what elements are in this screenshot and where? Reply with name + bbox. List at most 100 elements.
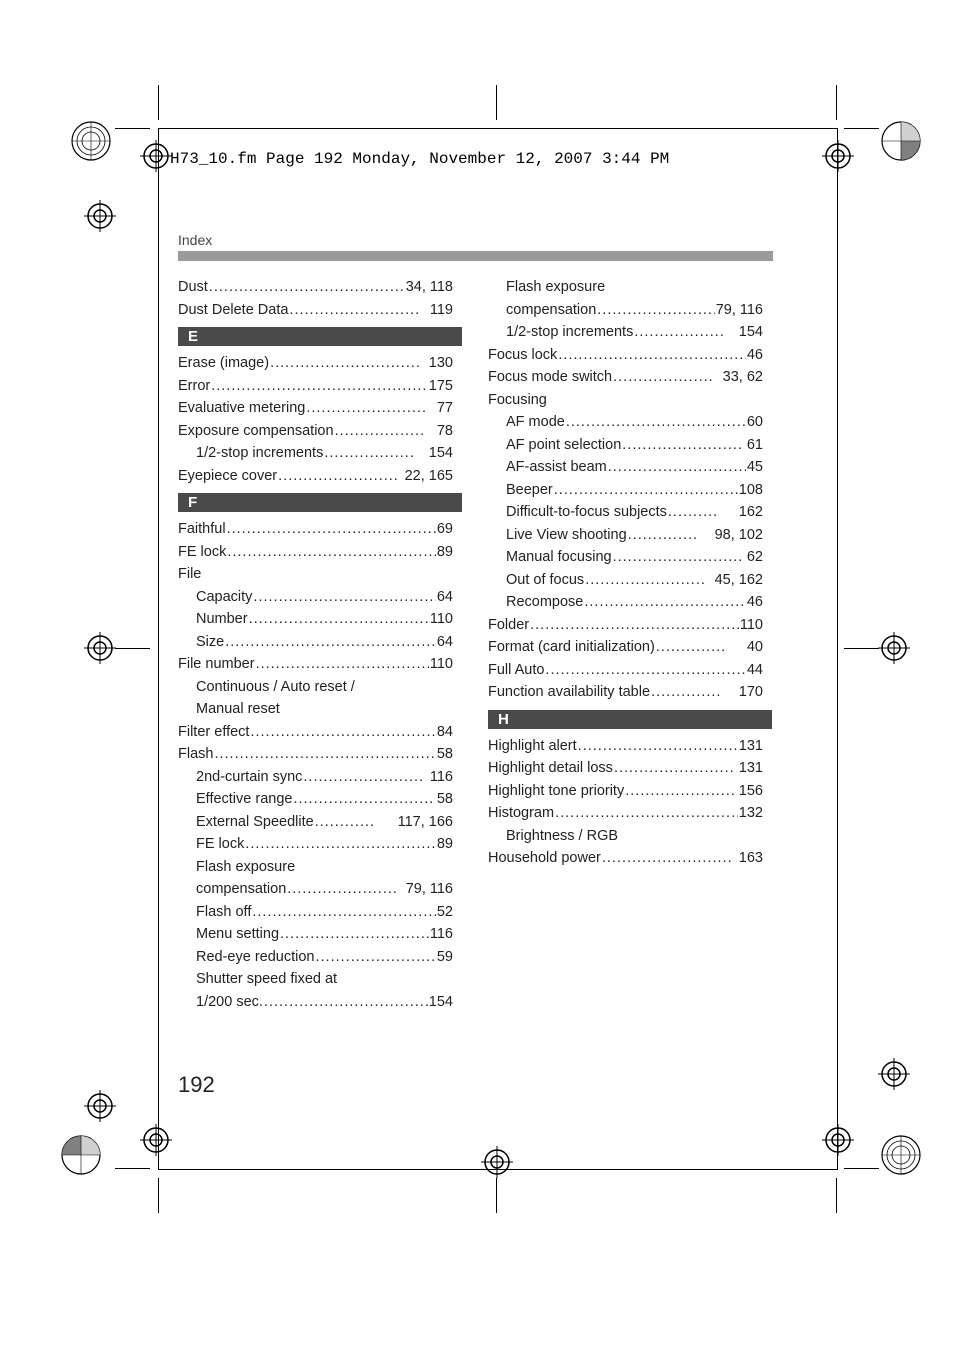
index-entry: File (178, 567, 453, 582)
entry-label: Recompose (506, 595, 583, 610)
entry-label: Flash exposure (196, 859, 295, 875)
crop-mark (836, 85, 837, 120)
entry-label: 2nd-curtain sync (196, 770, 302, 785)
registration-mark-icon (878, 1058, 910, 1090)
crop-mark (115, 128, 150, 129)
entry-label: Histogram (488, 806, 554, 821)
entry-pages: 162 (739, 505, 763, 520)
dot-leader: ........................................ (209, 280, 405, 295)
entry-label: Shutter speed fixed at (196, 971, 337, 987)
entry-label: Format (card initialization) (488, 640, 655, 655)
entry-pages: 116 (430, 770, 453, 785)
entry-label: Focus lock (488, 348, 557, 363)
right-column: Flash exposure compensation.............… (488, 280, 763, 1017)
dot-leader: .......................... (613, 550, 746, 565)
left-column: Dust....................................… (178, 280, 453, 1017)
entry-pages: 60 (747, 415, 763, 430)
entry-pages: 110 (740, 618, 763, 633)
dot-leader: ...................... (625, 784, 738, 799)
index-entry: 1/200 sec...............................… (178, 995, 453, 1010)
index-entry: Erase (image)...........................… (178, 356, 453, 371)
index-entry: Faithful................................… (178, 522, 453, 537)
dot-leader: ........................................… (211, 379, 428, 394)
entry-pages: 131 (739, 761, 763, 776)
entry-pages: 132 (739, 806, 763, 821)
crop-mark (115, 648, 150, 649)
entry-pages: 64 (437, 590, 453, 605)
dot-leader: ........................................ (558, 348, 746, 363)
crop-mark (836, 1178, 837, 1213)
entry-pages: 22, 165 (405, 469, 453, 484)
dot-leader: ........................................… (214, 747, 435, 762)
entry-pages: 59 (437, 950, 453, 965)
entry-pages: 98, 102 (715, 528, 763, 543)
entry-label: Live View shooting (506, 528, 627, 543)
entry-pages: 89 (437, 545, 453, 560)
index-entry: 2nd-curtain sync........................… (178, 770, 453, 785)
index-entry: Out of focus........................45, … (488, 573, 763, 588)
dot-leader: ........................................… (227, 522, 436, 537)
entry-pages: 79, 116 (406, 882, 453, 897)
entry-label: Household power (488, 851, 601, 866)
header-divider (178, 251, 773, 261)
index-entry: 1/2-stop increments..................154 (488, 325, 763, 340)
entry-pages: 40 (747, 640, 763, 655)
entry-pages: 52 (437, 905, 453, 920)
dot-leader: ........................ (278, 469, 403, 484)
entry-label: Dust (178, 280, 208, 295)
index-entry: File number.............................… (178, 657, 453, 672)
dot-leader: ........................ (614, 761, 738, 776)
index-entry: compensation..........................79… (488, 303, 763, 318)
entry-label: Flash off (196, 905, 251, 920)
index-entry: Flash exposure (178, 860, 453, 875)
index-entry: Household power.........................… (488, 851, 763, 866)
entry-pages: 117, 166 (398, 815, 453, 830)
entry-label: 1/2-stop increments (196, 446, 323, 461)
index-entry: Continuous / Auto reset / (178, 680, 453, 695)
crop-mark (496, 1178, 497, 1213)
entry-pages: 33, 62 (723, 370, 763, 385)
dot-leader: ................................ (578, 739, 738, 754)
crop-mark (158, 85, 159, 120)
index-entry: Menu setting............................… (178, 927, 453, 942)
index-entry: Number..................................… (178, 612, 453, 627)
index-entry: Focusing (488, 393, 763, 408)
letter-heading-h: H (488, 710, 772, 729)
entry-label: Erase (image) (178, 356, 269, 371)
index-entry: Format (card initialization)............… (488, 640, 763, 655)
entry-pages: 64 (437, 635, 453, 650)
dot-leader: ............................ (608, 460, 746, 475)
dot-leader: ...................................... (253, 590, 435, 605)
dot-leader: .................................... (566, 415, 746, 430)
entry-pages: 45, 162 (715, 573, 763, 588)
entry-pages: 175 (429, 379, 453, 394)
dot-leader: .................................. (264, 995, 428, 1010)
index-entry: Filter effect...........................… (178, 725, 453, 740)
dot-leader: ........................ (316, 950, 436, 965)
entry-label: Error (178, 379, 210, 394)
dot-leader: ............ (315, 815, 397, 830)
dot-leader: ...................... (287, 882, 404, 897)
entry-pages: 61 (747, 438, 763, 453)
entry-pages: 170 (739, 685, 763, 700)
dot-leader: ........................................ (245, 837, 436, 852)
index-columns: Dust....................................… (178, 280, 773, 1017)
index-entry: Effective range.........................… (178, 792, 453, 807)
entry-pages: 163 (739, 851, 763, 866)
entry-label: Highlight tone priority (488, 784, 624, 799)
entry-pages: 154 (739, 325, 763, 340)
entry-label: Folder (488, 618, 529, 633)
crop-mark (115, 1168, 150, 1169)
entry-label: AF mode (506, 415, 565, 430)
index-entry: Exposure compensation..................7… (178, 424, 453, 439)
dot-leader: .................. (324, 446, 427, 461)
index-entry: Error...................................… (178, 379, 453, 394)
entry-label: AF-assist beam (506, 460, 607, 475)
entry-label: Faithful (178, 522, 226, 537)
dot-leader: ........................................ (555, 806, 738, 821)
dot-leader: .................... (613, 370, 722, 385)
letter-heading-e: E (178, 327, 462, 346)
index-entry: Highlight alert.........................… (488, 739, 763, 754)
crop-mark (158, 1178, 159, 1213)
entry-label: 1/200 sec. (196, 995, 263, 1010)
